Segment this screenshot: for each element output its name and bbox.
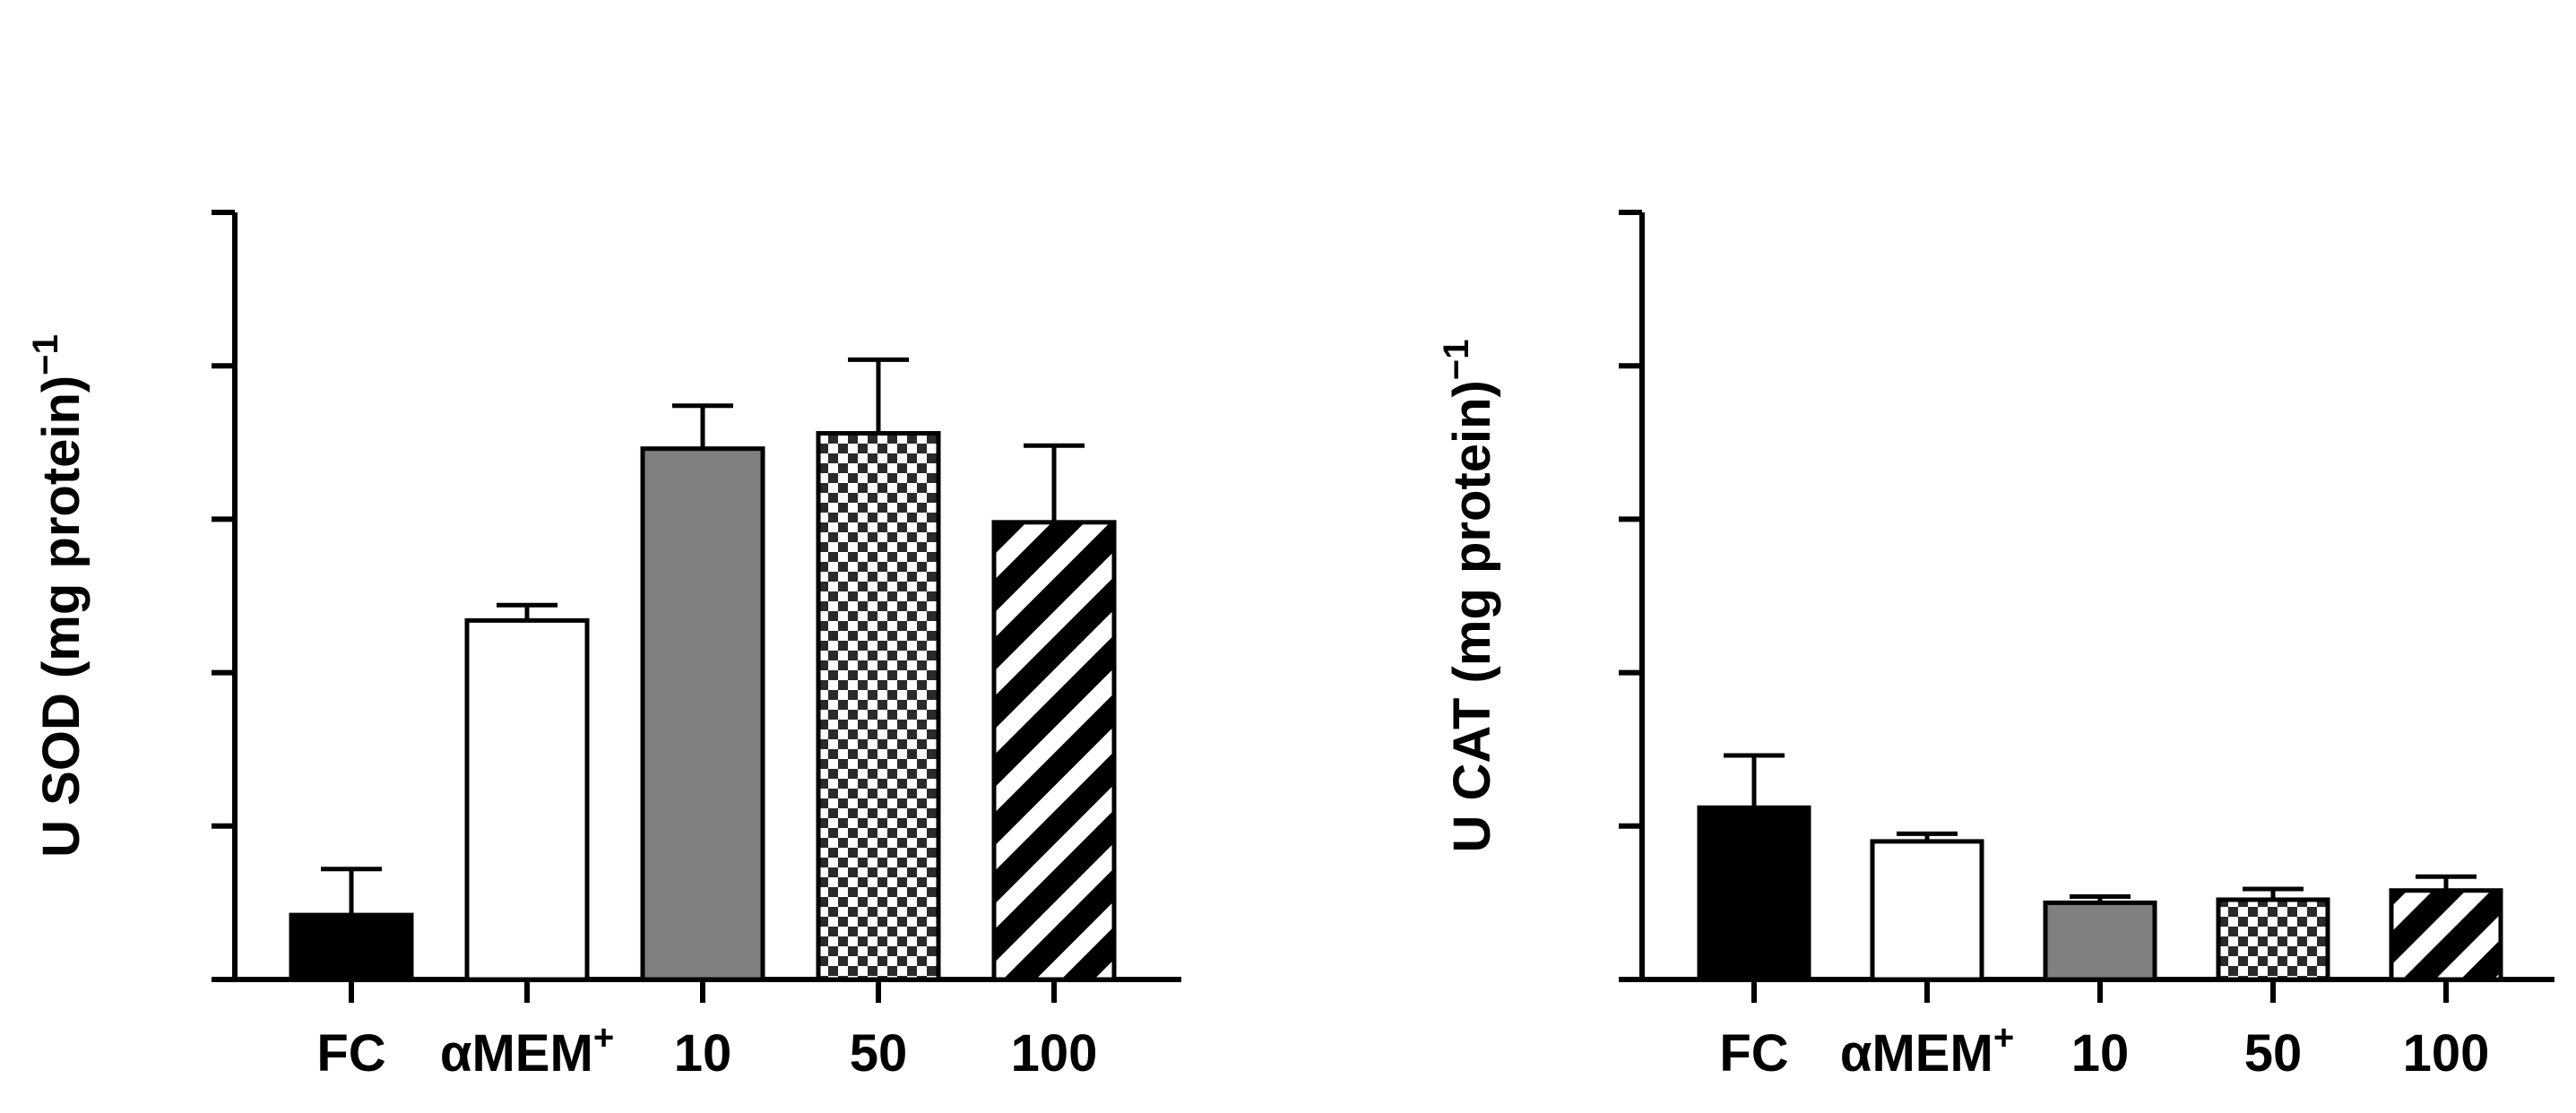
x-tick-label-text: αMEM [1840,1024,1993,1083]
x-tick-label: FC [316,1024,385,1083]
bar [2389,888,2503,982]
x-tick-label-text: FC [316,1024,385,1083]
x-tick-label-text: FC [1719,1024,1788,1083]
x-tick-label-text: 50 [2244,1024,2303,1083]
x-tick-label-text: 100 [2403,1024,2490,1083]
y-axis-label-superscript: −1 [1437,340,1476,381]
bar [816,431,941,982]
x-tick-label-text: 10 [2071,1024,2130,1083]
y-axis-label: U SOD (mg protein)−1 [26,334,91,858]
x-tick-label-text: αMEM [440,1024,593,1083]
x-tick-label-superscript: + [1993,1018,2014,1057]
bar [991,520,1117,982]
x-tick-label-text: 100 [1011,1024,1098,1083]
bar [2043,900,2157,982]
x-tick-label: 50 [2244,1024,2303,1083]
x-tick-label-superscript: + [593,1018,614,1057]
bar [640,446,765,982]
x-tick-label: αMEM+ [440,1018,614,1083]
x-tick-label: 100 [2403,1024,2490,1083]
x-tick-label: 50 [850,1024,908,1083]
x-tick-label: FC [1719,1024,1788,1083]
y-axis-label-text: U SOD (mg protein) [32,375,91,858]
x-tick-label: 100 [1011,1024,1098,1083]
x-tick-label: 10 [674,1024,732,1083]
bar [1870,839,1984,982]
chart-panel-cat: U CAT (mg protein)−1FC αMEM+ 10 50 100 [1437,210,2554,1083]
y-axis-label-text: U CAT (mg protein) [1443,380,1501,852]
chart-panel-sod: U SOD (mg protein)−1FC αMEM+ 10 50 100 [26,210,1181,1083]
x-tick-label: 10 [2071,1024,2130,1083]
x-tick-label-text: 10 [674,1024,732,1083]
y-axis-label: U CAT (mg protein)−1 [1437,340,1501,853]
y-axis-label-superscript: −1 [26,334,65,375]
bar [464,617,590,982]
x-tick-label-text: 50 [850,1024,908,1083]
bar [1697,805,1811,982]
bar [2216,897,2330,982]
x-tick-label: αMEM+ [1840,1018,2014,1083]
bar [289,912,414,982]
